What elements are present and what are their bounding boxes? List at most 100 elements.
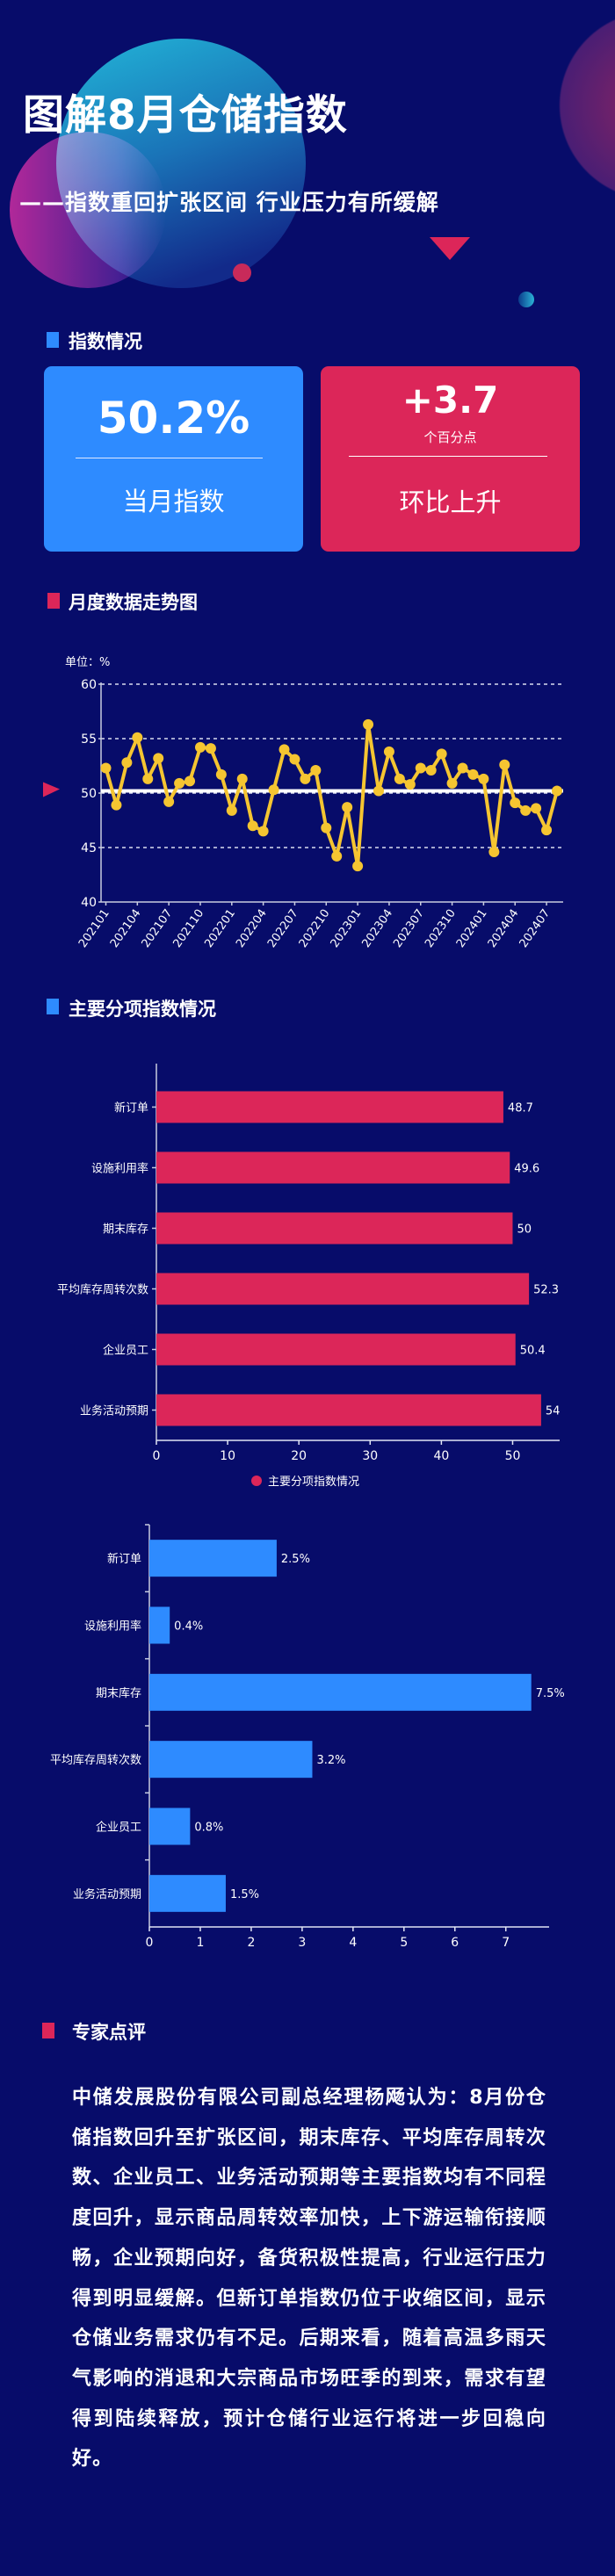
x-tick-label: 5 (400, 1936, 408, 1950)
y-tick-label: 55 (81, 732, 97, 747)
data-point (352, 861, 364, 872)
y-tick-label: 60 (81, 678, 97, 692)
x-tick-label: 30 (362, 1449, 378, 1463)
data-point (467, 768, 479, 780)
data-label: 52.3 (533, 1284, 559, 1297)
data-point (257, 826, 269, 837)
x-tick-label: 202407 (517, 907, 554, 950)
x-tick-label: 3 (298, 1936, 306, 1950)
category-label: 新订单 (114, 1101, 148, 1115)
data-point (478, 773, 489, 784)
x-tick-label: 202201 (202, 907, 238, 950)
data-point (552, 785, 562, 797)
data-point (415, 762, 426, 774)
category-label: 平均库存周转次数 (50, 1753, 141, 1767)
category-label: 设施利用率 (91, 1162, 148, 1176)
bar (156, 1091, 503, 1123)
x-tick-label: 202210 (297, 907, 333, 950)
data-point (446, 777, 458, 789)
x-tick-label: 202310 (423, 907, 459, 950)
y-tick-label: 50 (81, 787, 97, 801)
bar (149, 1808, 191, 1845)
data-point (184, 776, 196, 787)
reference-marker-icon (43, 782, 60, 797)
x-tick-label: 202110 (170, 907, 206, 950)
current-index-label: 当月指数 (122, 487, 225, 516)
x-tick-label: 202104 (108, 907, 144, 950)
card-change: +3.7 个百分点 环比上升 (321, 366, 580, 552)
data-label: 49.6 (514, 1163, 539, 1176)
current-index-value: 50.2% (97, 393, 250, 444)
data-point (132, 732, 143, 743)
section-marker (47, 332, 59, 348)
bar (156, 1394, 541, 1426)
data-point (226, 805, 237, 816)
x-tick-label: 7 (502, 1936, 510, 1950)
x-tick-label: 40 (433, 1449, 449, 1463)
section-title-index: 指数情况 (69, 331, 142, 352)
category-label: 业务活动预期 (80, 1404, 148, 1418)
category-label: 企业员工 (96, 1821, 141, 1835)
data-label: 3.2% (316, 1754, 345, 1767)
data-point (425, 764, 437, 776)
bar (156, 1212, 513, 1245)
decor-circle-right (559, 11, 615, 200)
bar (149, 1606, 170, 1644)
data-label: 50.4 (520, 1345, 546, 1358)
data-point (215, 768, 227, 780)
data-label: 48.7 (508, 1102, 533, 1115)
data-point (163, 796, 175, 807)
x-tick-label: 202301 (329, 907, 365, 950)
x-tick-label: 50 (505, 1449, 521, 1463)
x-tick-label: 20 (291, 1449, 307, 1463)
x-tick-label: 202307 (391, 907, 427, 950)
data-label: 0.4% (174, 1620, 203, 1634)
data-point (510, 797, 521, 809)
data-point (383, 746, 394, 757)
x-tick-label: 0 (153, 1449, 161, 1463)
section-title-trend: 月度数据走势图 (69, 592, 198, 613)
data-point (541, 825, 553, 836)
bar (149, 1874, 226, 1912)
data-point (300, 773, 311, 784)
x-tick-label: 2 (247, 1936, 255, 1950)
section-marker (42, 2023, 54, 2038)
data-point (436, 748, 447, 760)
data-point (205, 743, 216, 754)
bar (149, 1673, 532, 1711)
data-label: 54 (546, 1405, 561, 1418)
data-point (457, 762, 468, 774)
decor-dot-pink (233, 263, 251, 282)
line-chart: 单位：%404550556020210120210420210720211020… (43, 656, 563, 950)
series-line (104, 722, 559, 869)
data-point (111, 799, 122, 811)
x-tick-label: 0 (146, 1936, 154, 1950)
category-label: 期末库存 (103, 1223, 148, 1237)
category-label: 业务活动预期 (73, 1887, 141, 1901)
card-divider (349, 456, 547, 457)
data-label: 7.5% (536, 1687, 565, 1700)
x-tick-label: 202304 (359, 907, 395, 950)
section-marker (47, 593, 60, 609)
unit-label: 单位：% (65, 656, 110, 669)
data-point (310, 764, 322, 776)
x-tick-label: 202204 (234, 907, 270, 950)
data-point (153, 753, 164, 764)
data-point (279, 744, 290, 755)
data-point (404, 779, 416, 790)
x-tick-label: 202404 (486, 907, 522, 950)
x-tick-label: 202401 (454, 907, 490, 950)
data-point (321, 822, 332, 833)
x-tick-label: 202207 (265, 907, 301, 950)
data-point (236, 773, 248, 784)
page-title: 图解8月仓储指数 (23, 91, 348, 140)
decor-dot-cyan (518, 292, 534, 307)
card-current-index: 50.2% 当月指数 (44, 366, 303, 552)
legend-label: 主要分项指数情况 (268, 1476, 359, 1489)
bar-chart-change: 0 1 2 3 4 5 6 7 新订单 2.5% 设施利用率 0.4% 期末库存 7.5% 平均库存周转次数… (50, 1524, 565, 1950)
x-tick-label: 6 (451, 1936, 459, 1950)
data-point (194, 741, 206, 753)
x-tick-label: 10 (220, 1449, 235, 1463)
change-value: +3.7 (402, 379, 499, 422)
data-point (373, 785, 384, 797)
